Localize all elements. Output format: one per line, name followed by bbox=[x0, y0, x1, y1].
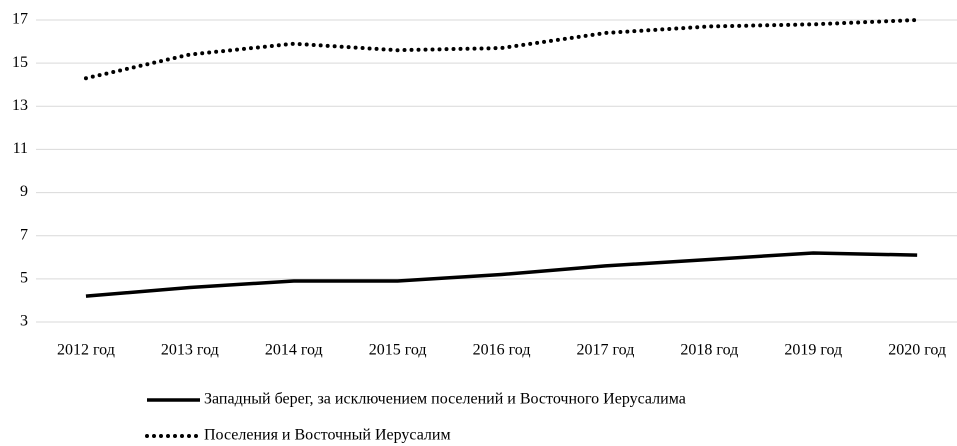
y-tick-label: 5 bbox=[20, 270, 28, 287]
x-tick-label: 2016 год bbox=[473, 342, 531, 359]
x-tick-label: 2020 год bbox=[888, 342, 946, 359]
x-tick-label: 2018 год bbox=[680, 342, 738, 359]
y-tick-label: 9 bbox=[20, 183, 28, 200]
x-tick-label: 2014 год bbox=[265, 342, 323, 359]
x-tick-label: 2012 год bbox=[57, 342, 115, 359]
line-series bbox=[83, 18, 920, 81]
y-tick-label: 7 bbox=[20, 226, 28, 243]
y-tick-label: 13 bbox=[12, 97, 28, 114]
x-tick-label: 2017 год bbox=[577, 342, 635, 359]
legend-label: Западный берег, за исключением поселений… bbox=[204, 391, 686, 408]
x-tick-label: 2015 год bbox=[369, 342, 427, 359]
y-tick-label: 17 bbox=[12, 11, 28, 28]
line-series bbox=[85, 251, 918, 298]
x-tick-label: 2019 год bbox=[784, 342, 842, 359]
legend-label: Поселения и Восточный Иерусалим bbox=[204, 427, 451, 444]
y-tick-label: 3 bbox=[20, 313, 28, 330]
y-tick-label: 15 bbox=[12, 54, 28, 71]
y-tick-label: 11 bbox=[13, 140, 28, 157]
x-tick-label: 2013 год bbox=[161, 342, 219, 359]
